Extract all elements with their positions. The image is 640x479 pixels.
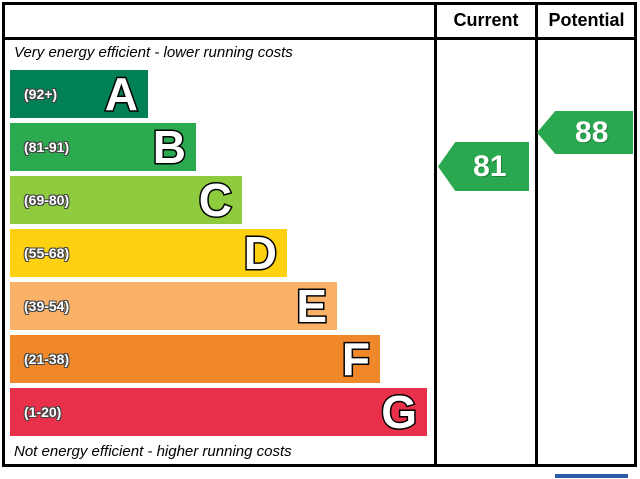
column-divider-current xyxy=(434,2,437,467)
band-range-label: (21-38) xyxy=(24,351,70,367)
potential-rating-value: 88 xyxy=(575,115,609,149)
column-divider-potential xyxy=(535,2,538,467)
current-rating-arrow: 81 xyxy=(438,142,529,191)
band-bar-f: (21-38) F xyxy=(10,333,380,385)
eu-logo-top-edge xyxy=(555,474,628,478)
band-range-label: (39-54) xyxy=(24,298,70,314)
top-caption: Very energy efficient - lower running co… xyxy=(14,44,293,61)
band-bar-g: (1-20) G xyxy=(10,386,427,438)
header-divider-line xyxy=(2,37,637,40)
band-letter: E xyxy=(295,280,329,332)
band-bar-c: (69-80) C xyxy=(10,174,242,226)
band-bar-b: (81-91) B xyxy=(10,121,196,173)
band-bar-a: (92+) A xyxy=(10,68,148,120)
rating-bands: (92+) A (81-91) B (69-80) C (55-68) D (39-54) E (2… xyxy=(10,68,434,438)
band-letter: C xyxy=(197,174,233,226)
band-letter: B xyxy=(151,121,187,173)
band-bar-e: (39-54) E xyxy=(10,280,337,332)
band-range-label: (92+) xyxy=(24,86,58,102)
potential-column-header: Potential xyxy=(548,10,625,30)
potential-rating-arrow: 88 xyxy=(537,111,633,154)
band-letter: F xyxy=(340,333,371,385)
bottom-caption: Not energy efficient - higher running co… xyxy=(14,443,292,460)
band-letter: D xyxy=(242,227,278,279)
band-letter: A xyxy=(103,68,139,120)
band-range-label: (81-91) xyxy=(24,139,70,155)
current-column-header: Current xyxy=(453,10,519,30)
band-range-label: (55-68) xyxy=(24,245,70,261)
current-rating-value: 81 xyxy=(473,149,507,183)
band-range-label: (1-20) xyxy=(24,404,62,420)
band-letter: G xyxy=(380,386,419,438)
band-bar-d: (55-68) D xyxy=(10,227,287,279)
band-range-label: (69-80) xyxy=(24,192,70,208)
